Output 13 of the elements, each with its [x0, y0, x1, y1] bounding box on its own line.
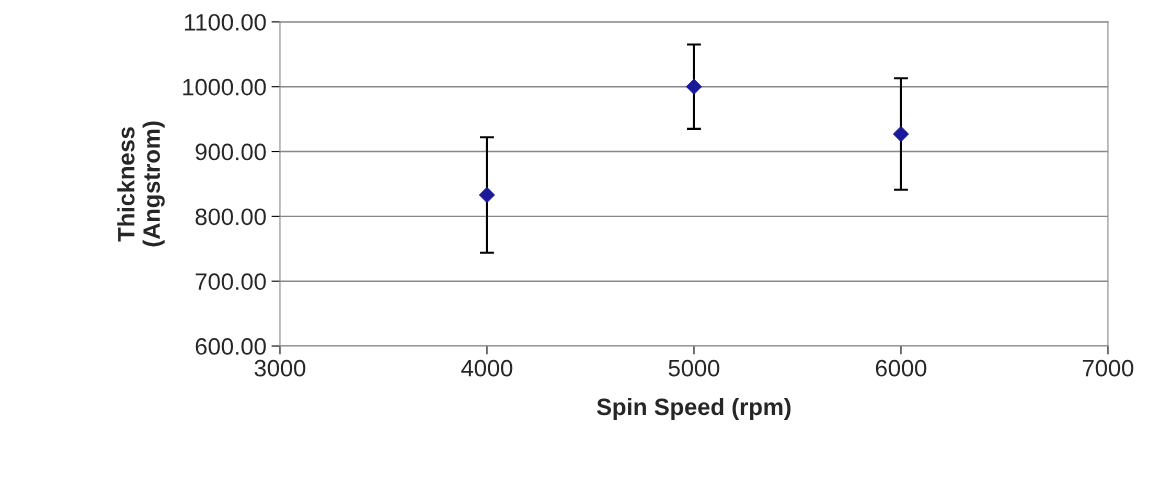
y-tick-label: 800.00: [195, 208, 266, 226]
y-tick-label: 600.00: [195, 338, 266, 355]
y-tick-label: 1100.00: [184, 13, 266, 31]
x-tick-label: 3000: [254, 359, 306, 377]
y-axis-title: Thickness (Angstrom): [117, 121, 165, 247]
x-tick-label: 5000: [668, 359, 720, 377]
x-axis-title: Spin Speed (rpm): [596, 397, 791, 420]
y-tick-label: 1000.00: [183, 78, 266, 96]
x-tick-label: 7000: [1082, 359, 1134, 377]
y-tick-label: 900.00: [195, 143, 266, 161]
y-tick-label: 700.00: [195, 273, 266, 290]
x-tick-label: 6000: [875, 359, 927, 377]
x-tick-label: 4000: [461, 359, 513, 377]
